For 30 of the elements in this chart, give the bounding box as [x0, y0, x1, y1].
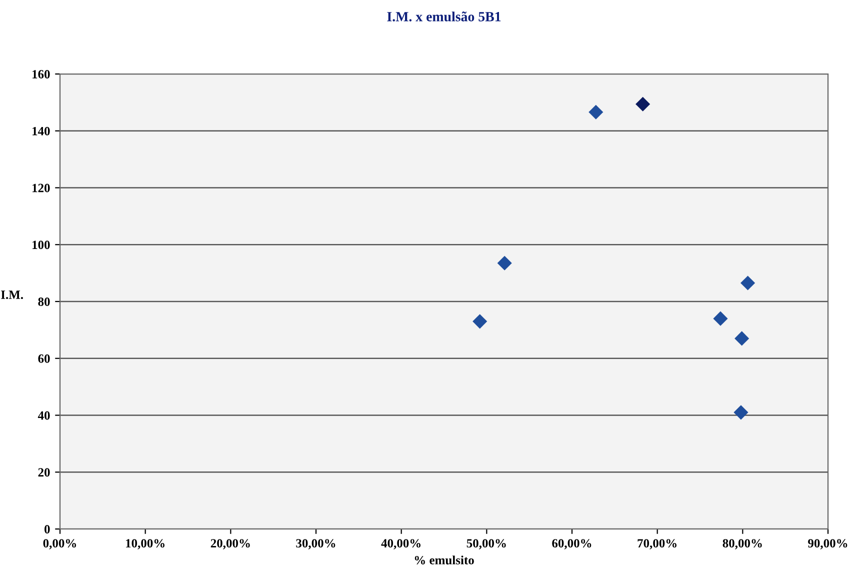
- point: [636, 96, 650, 112]
- y-tick-label: 120: [32, 184, 50, 192]
- point: [497, 256, 512, 270]
- x-tick-label: 30,00%: [296, 539, 336, 550]
- x-tick-label: 80,00%: [722, 539, 762, 550]
- y-tick-label: 40: [38, 411, 50, 420]
- point: [734, 405, 748, 420]
- y-tick-label: 20: [38, 468, 50, 477]
- y-axis-title: I.M.: [1, 290, 23, 300]
- x-tick-label: 10,00%: [126, 539, 164, 550]
- point: [713, 311, 728, 326]
- y-tick-label: 60: [38, 354, 50, 363]
- x-tick-label: 0,00%: [43, 539, 76, 550]
- chart-title: I.M. x emulsão 5B1: [387, 12, 501, 22]
- y-tick-label: 100: [32, 240, 50, 250]
- x-axis-title: % emulsito: [414, 556, 474, 564]
- point: [472, 314, 488, 329]
- x-tick-label: 60,00%: [552, 539, 592, 550]
- x-tick-label: 40,00%: [381, 539, 420, 550]
- y-tick-label: 80: [38, 298, 50, 306]
- point: [740, 276, 756, 290]
- point: [588, 104, 604, 120]
- x-tick-label: 90,00%: [808, 539, 848, 550]
- x-tick-label: 20,00%: [210, 539, 250, 550]
- point: [734, 331, 750, 346]
- x-tick-label: 70,00%: [638, 539, 676, 550]
- y-tick-label: 0: [44, 525, 50, 534]
- y-tick-label: 140: [32, 126, 50, 136]
- y-tick-label: 160: [32, 70, 50, 78]
- x-tick-label: 50,00%: [466, 539, 506, 550]
